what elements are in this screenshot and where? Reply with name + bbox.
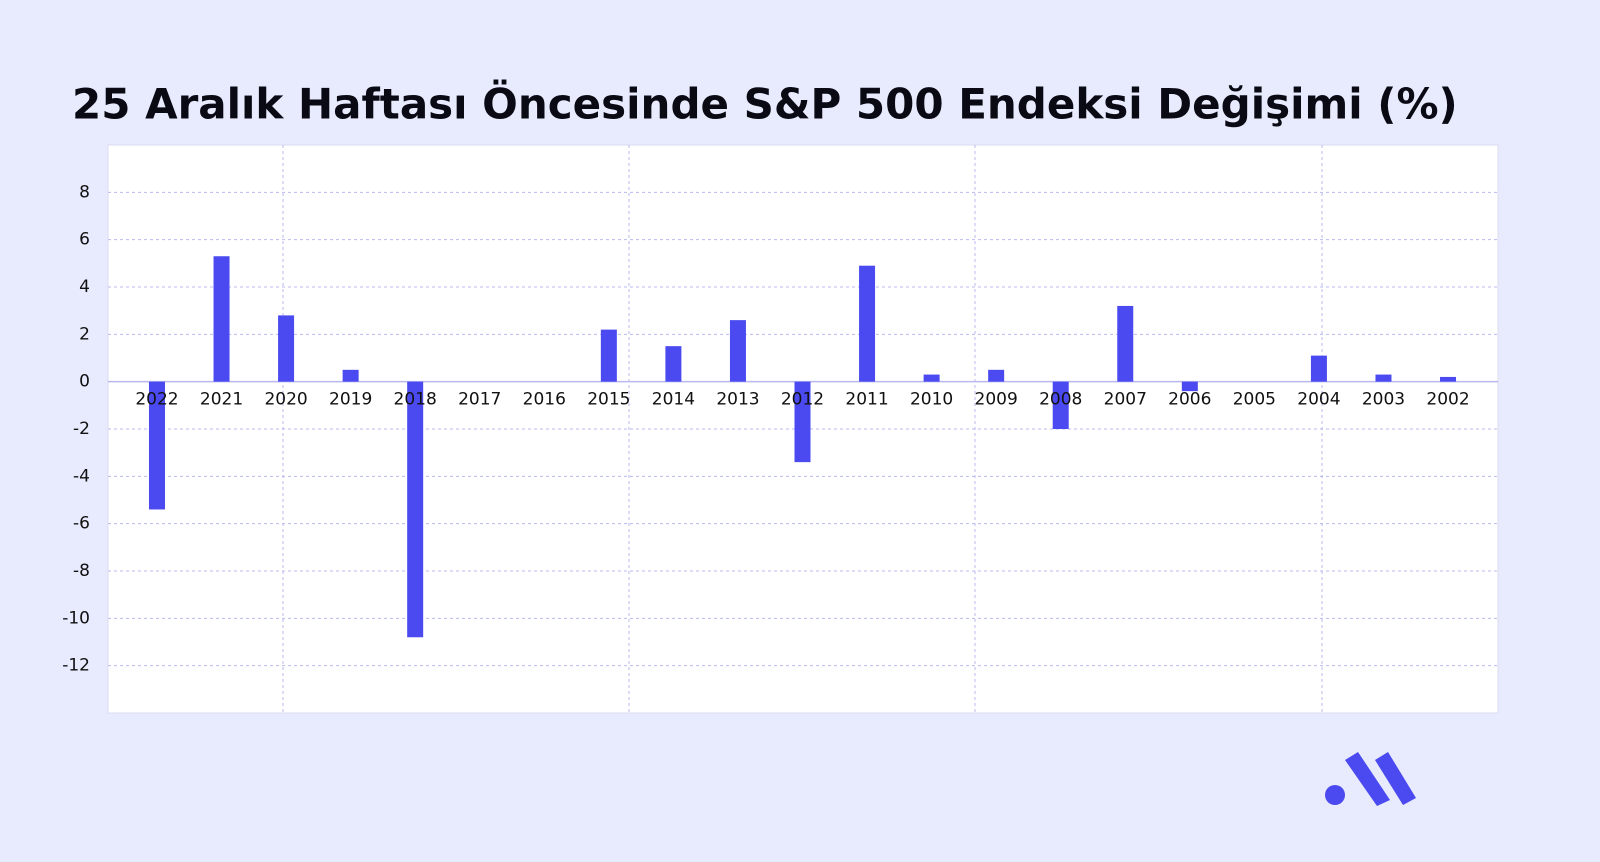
x-tick-label: 2007: [1104, 390, 1147, 410]
x-tick-label: 2016: [523, 390, 566, 410]
bar: [1310, 355, 1327, 382]
x-tick-label: 2010: [910, 390, 953, 410]
x-tick-label: 2015: [587, 390, 630, 410]
y-tick-label: -6: [73, 514, 90, 534]
logo-stroke: [1375, 752, 1416, 805]
logo: [1325, 752, 1416, 806]
y-tick-label: 6: [79, 230, 90, 250]
y-tick-label: 0: [79, 372, 90, 392]
bar: [729, 320, 746, 382]
x-tick-label: 2022: [135, 390, 178, 410]
x-tick-label: 2011: [845, 390, 888, 410]
bar: [665, 346, 682, 382]
x-tick-label: 2014: [652, 390, 695, 410]
bar: [923, 374, 940, 382]
x-tick-label: 2013: [716, 390, 759, 410]
x-tick-label: 2004: [1297, 390, 1340, 410]
logo-dot: [1325, 785, 1345, 805]
logo-stroke: [1345, 752, 1390, 806]
bar: [1052, 381, 1069, 429]
y-tick-label: 4: [79, 277, 90, 297]
y-tick-label: 2: [79, 324, 90, 344]
chart-title: 25 Aralık Haftası Öncesinde S&P 500 Ende…: [72, 79, 1458, 129]
bar: [1375, 374, 1392, 382]
bar: [213, 256, 230, 382]
bar: [148, 381, 165, 510]
bar: [342, 369, 359, 382]
y-tick-label: 8: [79, 182, 90, 202]
bar: [859, 265, 876, 382]
x-tick-label: 2012: [781, 390, 824, 410]
x-tick-label: 2003: [1362, 390, 1405, 410]
bar: [1117, 305, 1134, 382]
y-tick-label: -12: [62, 656, 90, 676]
y-tick-label: -2: [73, 419, 90, 439]
x-tick-label: 2002: [1426, 390, 1469, 410]
bar: [407, 381, 424, 638]
x-tick-label: 2018: [394, 390, 437, 410]
bar: [1440, 376, 1457, 382]
bar: [278, 315, 295, 382]
bar: [600, 329, 617, 382]
x-tick-label: 2008: [1039, 390, 1082, 410]
y-tick-label: -4: [73, 466, 90, 486]
y-tick-label: -10: [62, 608, 90, 628]
x-tick-label: 2005: [1233, 390, 1276, 410]
x-tick-label: 2021: [200, 390, 243, 410]
y-tick-label: -8: [73, 561, 90, 581]
x-tick-label: 2017: [458, 390, 501, 410]
x-tick-label: 2019: [329, 390, 372, 410]
bar: [794, 381, 811, 463]
x-tick-label: 2009: [975, 390, 1018, 410]
bar: [988, 369, 1005, 382]
bar: [1181, 381, 1198, 392]
x-tick-label: 2020: [264, 390, 307, 410]
x-tick-label: 2006: [1168, 390, 1211, 410]
